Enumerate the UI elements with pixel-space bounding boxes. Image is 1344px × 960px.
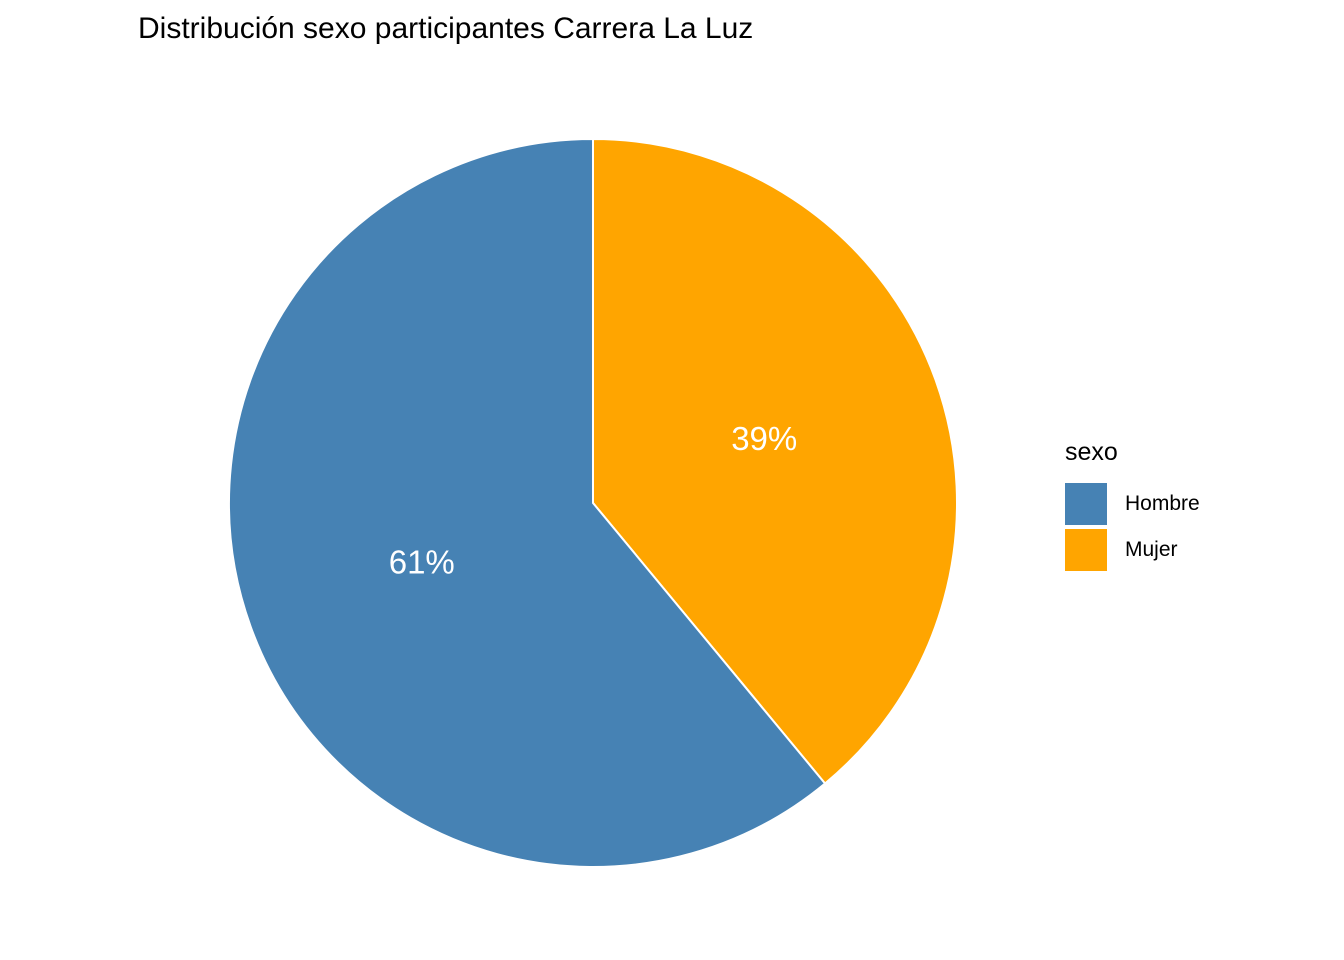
- pie-slice-labels: 39% 61%: [389, 420, 798, 580]
- legend-title: sexo: [1065, 438, 1118, 466]
- legend: sexo Hombre Mujer: [1065, 438, 1200, 573]
- slice-label-mujer: 39%: [731, 420, 797, 457]
- chart-title: Distribución sexo participantes Carrera …: [138, 12, 754, 45]
- pie-slice-mujer: [592, 137, 958, 785]
- pie-slice-hombre: [228, 137, 827, 868]
- legend-swatch-hombre: [1065, 483, 1107, 525]
- pie-slices: [228, 137, 958, 868]
- legend-label-hombre: Hombre: [1125, 492, 1200, 515]
- slice-label-hombre: 61%: [389, 543, 455, 580]
- legend-item-hombre: Hombre: [1065, 481, 1200, 527]
- legend-item-mujer: Mujer: [1065, 527, 1200, 573]
- legend-swatch-mujer: [1065, 529, 1107, 571]
- legend-label-mujer: Mujer: [1125, 538, 1178, 561]
